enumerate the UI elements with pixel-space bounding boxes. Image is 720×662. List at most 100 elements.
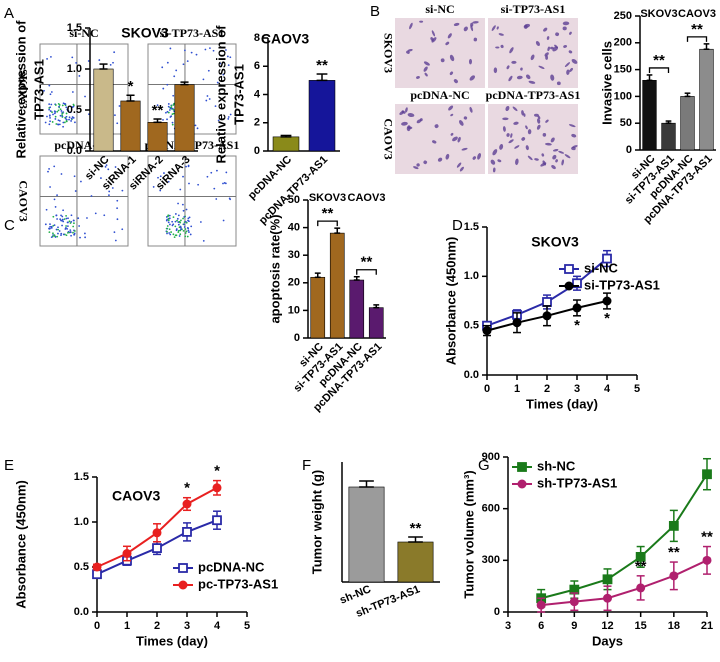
x-tick-label: 3 xyxy=(505,620,511,632)
cell xyxy=(523,24,528,29)
cell xyxy=(525,145,529,151)
cell xyxy=(491,25,496,31)
event xyxy=(196,127,199,130)
event xyxy=(227,116,230,118)
event xyxy=(105,164,108,167)
significance: * xyxy=(574,317,580,334)
event xyxy=(65,214,68,217)
cell xyxy=(498,33,504,36)
event xyxy=(48,168,50,170)
marker xyxy=(668,520,679,531)
group-label: SKOV3 xyxy=(309,192,346,204)
event xyxy=(48,123,51,126)
event xyxy=(169,233,172,236)
event xyxy=(166,232,168,235)
event xyxy=(70,214,73,217)
x-tick-label: 0 xyxy=(94,620,100,632)
event xyxy=(68,116,71,119)
cell xyxy=(416,163,420,167)
cell xyxy=(555,159,558,163)
event xyxy=(68,220,71,223)
cell xyxy=(547,46,550,52)
event xyxy=(170,231,173,233)
event xyxy=(165,227,168,230)
event xyxy=(209,47,211,50)
event xyxy=(61,112,64,115)
x-tick-label: 2 xyxy=(154,620,160,632)
cell xyxy=(453,22,460,27)
cell xyxy=(468,58,473,65)
event xyxy=(54,110,57,113)
event xyxy=(56,218,58,220)
image-label: si-NC xyxy=(425,2,454,16)
event xyxy=(202,239,205,242)
y-tick-label: 0 xyxy=(626,144,632,156)
event xyxy=(65,234,68,237)
y-tick-label: 0.0 xyxy=(67,145,82,157)
cell xyxy=(508,139,514,144)
cell xyxy=(514,145,520,149)
event xyxy=(49,110,52,112)
x-axis-label: Times (day) xyxy=(526,396,598,411)
event xyxy=(182,209,185,212)
event xyxy=(222,73,225,76)
event xyxy=(69,111,72,114)
event xyxy=(116,218,119,221)
cell xyxy=(450,132,454,136)
event xyxy=(66,221,69,224)
cell xyxy=(552,46,559,52)
event xyxy=(205,99,208,102)
image-label: pcDNA-TP73-AS1 xyxy=(486,88,581,102)
cell xyxy=(550,74,555,81)
cell xyxy=(546,36,550,40)
chart-title: SKOV3 xyxy=(121,25,169,41)
y-tick-label: 1.5 xyxy=(74,471,89,483)
event xyxy=(156,104,159,107)
cell xyxy=(459,120,464,126)
event xyxy=(50,225,53,228)
event xyxy=(182,229,185,232)
event xyxy=(68,118,70,121)
event xyxy=(170,115,173,118)
event xyxy=(116,199,119,202)
cell xyxy=(459,166,464,172)
cell xyxy=(544,142,552,146)
cell xyxy=(497,159,502,163)
cell xyxy=(571,133,577,138)
y-tick-label: 1.0 xyxy=(464,270,479,282)
event xyxy=(104,165,107,168)
event xyxy=(65,217,68,220)
event xyxy=(50,91,53,93)
event xyxy=(187,219,189,222)
cell xyxy=(551,165,556,170)
bar xyxy=(348,486,385,583)
y-tick-label: 0.5 xyxy=(67,104,82,116)
y-tick-label: 0 xyxy=(494,606,500,618)
bar xyxy=(329,232,345,339)
marker xyxy=(152,543,162,553)
event xyxy=(61,224,63,227)
event xyxy=(62,220,65,223)
cell xyxy=(447,33,452,39)
cell xyxy=(453,79,458,84)
cell xyxy=(448,105,454,111)
x-tick-label: 1 xyxy=(514,383,520,395)
row-label: CAOV3 xyxy=(16,180,30,221)
y-tick-label: 1.0 xyxy=(67,63,82,75)
event xyxy=(49,186,51,188)
significance: * xyxy=(184,480,190,497)
marker xyxy=(122,549,132,558)
cell xyxy=(434,124,439,129)
y-tick-label: 10 xyxy=(288,304,300,316)
cell xyxy=(405,107,408,113)
cell xyxy=(407,126,413,129)
cell xyxy=(416,76,420,79)
cell xyxy=(566,69,570,75)
y-tick-label: 250 xyxy=(614,10,632,22)
event xyxy=(184,235,187,238)
cell xyxy=(413,166,419,170)
event xyxy=(181,203,184,206)
cell xyxy=(564,62,571,68)
event xyxy=(175,234,178,237)
